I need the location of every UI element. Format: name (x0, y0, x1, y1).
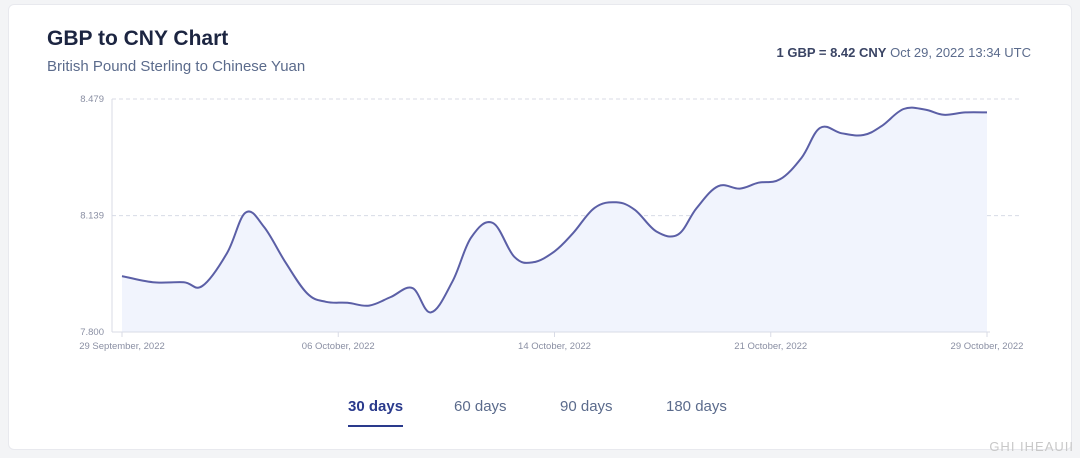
rate-timestamp: Oct 29, 2022 13:34 UTC (890, 45, 1031, 60)
tab-60-days[interactable]: 60 days (454, 398, 507, 415)
series-line[interactable] (121, 106, 988, 314)
tab-30-days[interactable]: 30 days (348, 398, 404, 427)
y-tick-label: 7.800 (80, 327, 104, 338)
x-tick-label: 29 September, 2022 (79, 341, 165, 352)
watermark: GHI IHEAUII (989, 439, 1074, 454)
page-subtitle: British Pound Sterling to Chinese Yuan (47, 58, 306, 75)
x-tick-label: 29 October, 2022 (951, 341, 1024, 352)
current-rate: 1 GBP = 8.42 CNY Oct 29, 2022 13:34 UTC (776, 45, 1031, 60)
tab-90-days[interactable]: 90 days (560, 398, 613, 415)
y-tick-label: 8.139 (80, 211, 104, 222)
area-fill (122, 107, 987, 332)
tab-180-days[interactable]: 180 days (666, 398, 727, 415)
y-tick-label: 8.479 (80, 94, 104, 105)
axis-layer: 7.800 8.139 8.479 29 September, 2022 06 Octo… (79, 94, 1023, 352)
x-tick-label: 14 October, 2022 (518, 341, 591, 352)
rate-value: 1 GBP = 8.42 CNY (776, 45, 887, 60)
x-tick-label: 06 October, 2022 (302, 341, 375, 352)
x-tick-label: 21 October, 2022 (734, 341, 807, 352)
page-title: GBP to CNY Chart (47, 27, 229, 50)
